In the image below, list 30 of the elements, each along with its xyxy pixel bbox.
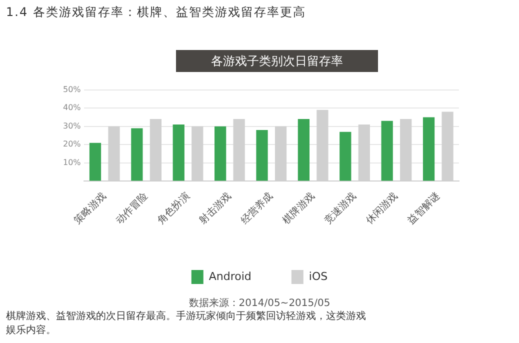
bar: [422, 117, 435, 181]
bar: [172, 124, 184, 181]
bar: [256, 130, 268, 181]
bar: [131, 128, 143, 181]
chart-subtitle: 1.4 各类游戏留存率：棋牌、益智类游戏留存率更高: [6, 4, 306, 21]
bar: [340, 132, 352, 181]
bar: [298, 119, 310, 181]
source-note: 数据来源：2014/05~2015/05: [188, 296, 332, 310]
x-tick-label: 经营养成: [238, 190, 276, 227]
y-tick-label: 40%: [63, 103, 82, 112]
y-tick-label: 50%: [63, 84, 82, 94]
x-tick-label: 射击游戏: [196, 190, 234, 227]
legend-label: iOS: [308, 270, 328, 283]
x-tick-label: 角色扮演: [155, 190, 192, 227]
legend-label: Android: [208, 270, 252, 283]
y-tick-label: 10%: [63, 158, 82, 168]
bar: [214, 126, 226, 181]
x-tick-label: 竞速游戏: [322, 190, 359, 227]
bar: [381, 120, 393, 181]
text: 棋牌游戏、益智游戏的次日留存最高。手游玩家倾向于频繁回访轻游戏，这类游戏: [6, 310, 367, 324]
y-tick-label: 30%: [63, 121, 82, 130]
text: 娱乐内容。: [6, 324, 57, 338]
y-tick-label: 20%: [63, 140, 82, 149]
x-tick-label: 休闲游戏: [364, 190, 400, 227]
x-tick-label: 益智解谜: [405, 190, 442, 227]
bar: [89, 142, 102, 181]
chart-title: 各游戏子类别次日留存率: [176, 50, 378, 72]
x-tick-label: 策略游戏: [72, 190, 109, 227]
x-tick-label: 棋牌游戏: [280, 190, 318, 227]
x-tick-label: 动作冒险: [114, 190, 150, 227]
